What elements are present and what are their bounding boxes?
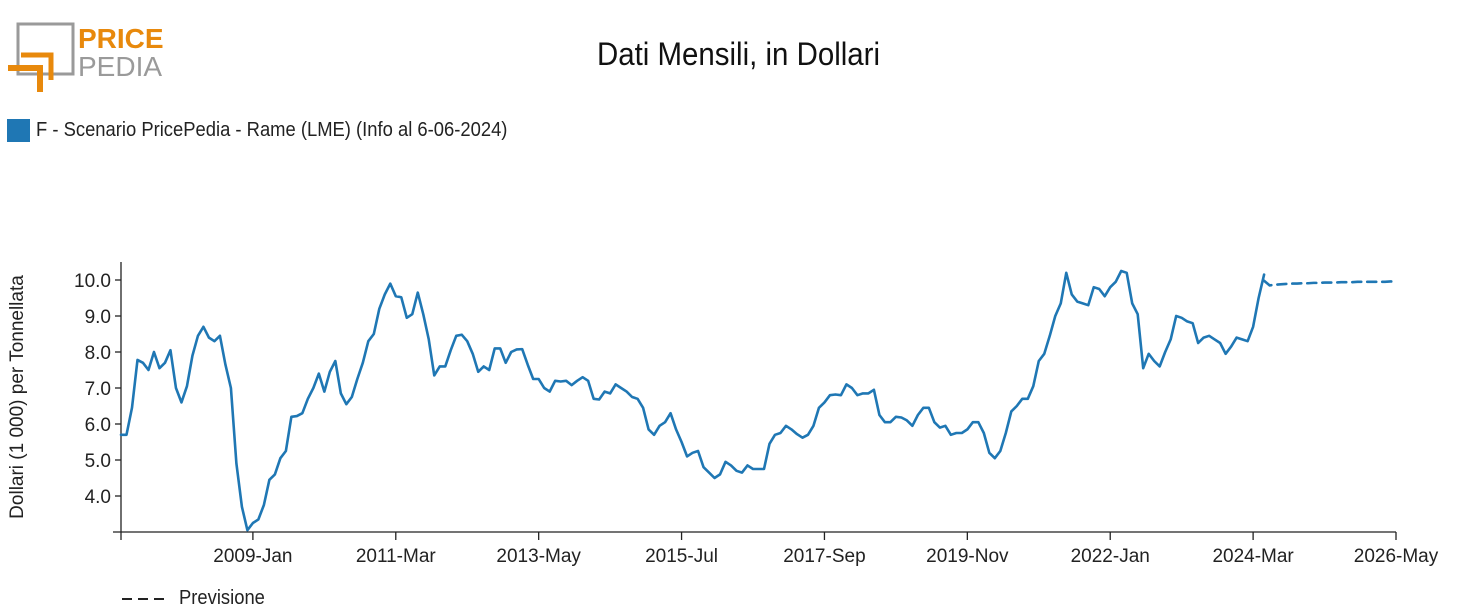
y-tick-label: 6.0 <box>85 415 111 436</box>
x-tick-label: 2013-May <box>496 546 581 567</box>
x-tick-label: 2017-Sep <box>783 546 865 567</box>
chart-title: Dati Mensili, in Dollari <box>596 36 881 72</box>
y-tick-label: 8.0 <box>85 343 111 364</box>
y-axis-title: Dollari (1 000) per Tonnellata <box>7 275 28 519</box>
x-tick-label: 2022-Jan <box>1071 546 1150 567</box>
x-tick-label: 2019-Nov <box>926 546 1009 567</box>
legend-swatch <box>7 119 30 142</box>
legend-label: F - Scenario PricePedia - Rame (LME) (In… <box>36 119 508 141</box>
logo-text-top: PRICE <box>78 23 164 54</box>
axes: 4.0 5.0 6.0 7.0 8.0 9.0 10.0 2009-Jan 2011-Mar 20… <box>7 262 1439 567</box>
x-tick-label: 2026-May <box>1354 546 1439 567</box>
series-layer <box>119 269 1398 532</box>
x-tick-label: 2009-Jan <box>213 546 292 567</box>
forecast-legend-line <box>122 597 170 600</box>
x-tick-label: 2024-Mar <box>1212 546 1294 567</box>
y-tick-label: 7.0 <box>85 379 111 400</box>
x-tick-label: 2011-Mar <box>356 546 437 567</box>
forecast-legend: Previsione <box>121 587 272 610</box>
y-tick-label: 4.0 <box>85 487 111 508</box>
y-tick-label: 10.0 <box>74 271 111 292</box>
pricepedia-logo: PRICE PEDIA <box>8 22 164 92</box>
forecast-line <box>1262 279 1398 287</box>
series-line <box>119 269 1266 532</box>
x-tick-label: 2015-Jul <box>645 546 718 567</box>
logo-text-bottom: PEDIA <box>78 51 162 82</box>
legend[interactable]: F - Scenario PricePedia - Rame (LME) (In… <box>7 119 548 142</box>
y-tick-label: 9.0 <box>85 307 111 328</box>
forecast-legend-label: Previsione <box>179 587 265 609</box>
y-tick-label: 5.0 <box>85 451 111 472</box>
